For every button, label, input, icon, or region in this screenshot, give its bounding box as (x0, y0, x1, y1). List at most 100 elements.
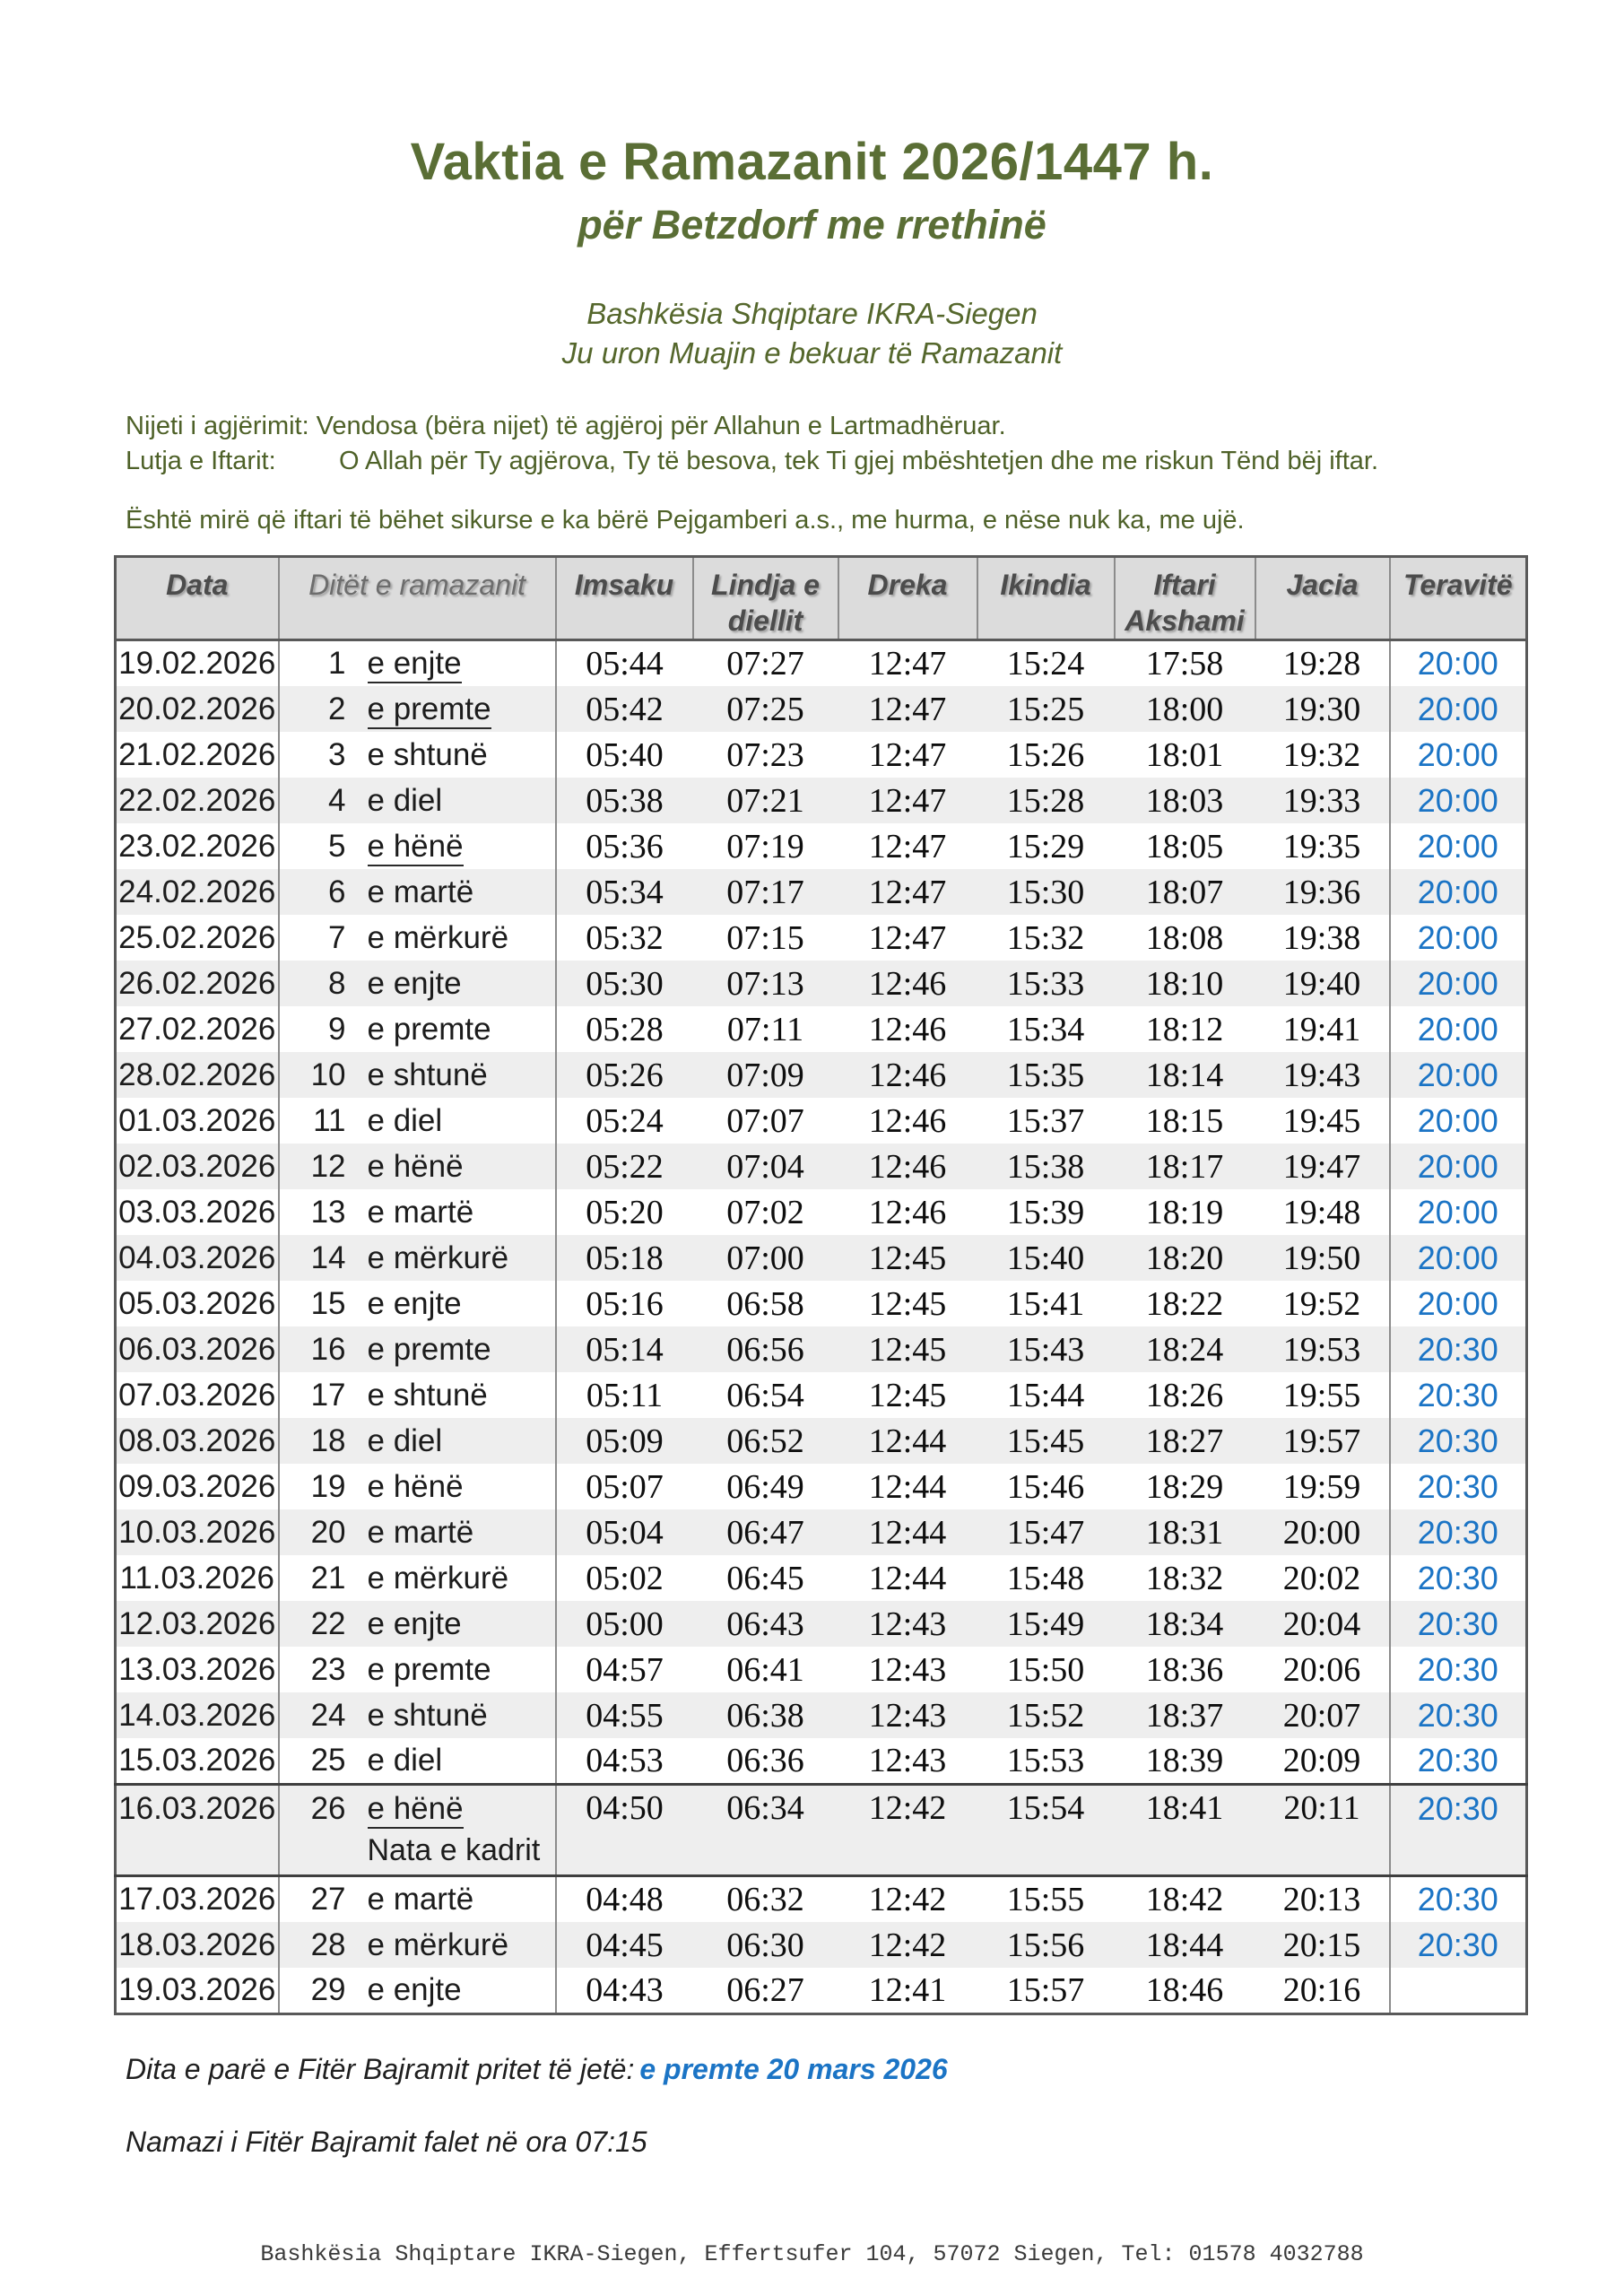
day-number: 28 (310, 1926, 346, 1962)
time-cell: 18:10 (1145, 964, 1224, 1003)
day-name: e hënë (367, 1148, 464, 1184)
date-cell: 22.02.2026 (118, 782, 276, 818)
time-cell: 12:46 (868, 1056, 947, 1094)
date-cell: 17.03.2026 (118, 1882, 276, 1917)
time-cell: 12:42 (868, 1881, 947, 1918)
time-cell: 07:17 (726, 873, 804, 911)
nijeti-line: Nijeti i agjërimit: Vendosa (bëra nijet) … (126, 409, 1624, 444)
time-cell: 05:09 (554, 1418, 693, 1464)
time-cell: 15:49 (1006, 1605, 1085, 1643)
time-cell: 15:54 (977, 1783, 1115, 1877)
column-header: Dreka (837, 555, 978, 641)
time-cell: 05:07 (554, 1464, 693, 1509)
time-cell: 05:00 (554, 1601, 693, 1647)
day-name: e hënë (367, 828, 464, 866)
time-cell: 15:39 (1006, 1193, 1085, 1231)
day-number: 11 (313, 1102, 346, 1138)
teravite-cell: 20:30 (1388, 1922, 1527, 1968)
teravite-cell: 20:30 (1388, 1875, 1527, 1922)
day-name: e premte (367, 691, 491, 729)
column-header: Data (114, 555, 280, 641)
time-cell: 12:47 (868, 690, 947, 728)
day-number: 22 (310, 1605, 346, 1641)
time-cell: 07:13 (726, 964, 804, 1003)
time-cell: 12:43 (868, 1605, 947, 1643)
day-name: e mërkurë (367, 1239, 509, 1275)
time-cell: 18:36 (1145, 1650, 1224, 1689)
time-cell: 15:45 (1006, 1422, 1085, 1460)
time-cell: 04:55 (554, 1692, 693, 1738)
day-name: e mërkurë (367, 919, 509, 955)
kadrit-note: Nata e kadrit (367, 1833, 541, 1867)
lutja-text: O Allah për Ty agjërova, Ty të besova, t… (339, 447, 1379, 475)
time-cell: 19:32 (1282, 735, 1361, 774)
day-name: e mërkurë (367, 1560, 509, 1596)
table-row: 16.03.2026 26 e hënë Nata e kadrit 04:50 06:3… (115, 1783, 1527, 1877)
column-header: Iftari Akshami (1113, 555, 1256, 641)
time-cell: 15:24 (1006, 645, 1085, 683)
time-cell: 20:13 (1282, 1881, 1361, 1918)
table-body: 19.02.2026 1 e enjte 05:44 07:27 12:47 15:24 17… (115, 639, 1527, 2014)
time-cell: 15:30 (1006, 873, 1085, 911)
table-row: 14.03.2026 24 e shtunë 04:55 06:38 12:43 15:52… (115, 1692, 1527, 1738)
time-cell: 19:41 (1282, 1010, 1361, 1048)
day-cell: 11 e diel (277, 1098, 556, 1144)
time-cell: 15:26 (1006, 735, 1085, 774)
time-cell: 19:45 (1282, 1101, 1361, 1140)
date-cell: 15.03.2026 (118, 1743, 276, 1778)
teravite-cell: 20:30 (1388, 1372, 1527, 1418)
date-cell: 05.03.2026 (118, 1285, 276, 1321)
time-cell: 19:36 (1282, 873, 1361, 911)
time-cell: 12:46 (868, 1193, 947, 1231)
day-name: e martë (367, 1194, 474, 1230)
time-cell: 15:53 (1006, 1742, 1085, 1779)
time-cell: 05:16 (554, 1281, 693, 1326)
day-cell: 4 e diel (277, 778, 556, 823)
time-cell: 15:37 (1006, 1101, 1085, 1140)
time-cell: 05:24 (554, 1098, 693, 1144)
time-cell: 12:47 (868, 781, 947, 820)
time-cell: 12:45 (868, 1284, 947, 1323)
namazi-line: Namazi i Fitër Bajramit falet në ora 07:… (126, 2126, 647, 2158)
date-cell: 28.02.2026 (118, 1057, 276, 1092)
day-cell: 24 e shtunë (277, 1692, 556, 1738)
date-cell: 16.03.2026 (115, 1783, 279, 1877)
table-row: 06.03.2026 16 e premte 05:14 06:56 12:45 15:43… (115, 1326, 1527, 1372)
time-cell: 19:50 (1282, 1239, 1361, 1277)
time-cell: 15:38 (1006, 1147, 1085, 1186)
table-row: 21.02.2026 3 e shtunë 05:40 07:23 12:47 15:26 1… (116, 732, 1527, 778)
teravite-cell: 20:00 (1388, 961, 1527, 1006)
day-cell: 9 e premte (277, 1006, 556, 1052)
time-cell: 05:42 (554, 686, 693, 732)
day-cell: 20 e martë (277, 1509, 556, 1555)
time-cell: 19:52 (1282, 1284, 1361, 1323)
time-cell: 18:20 (1145, 1239, 1224, 1277)
time-cell: 07:21 (726, 781, 804, 820)
time-cell: 15:40 (1006, 1239, 1085, 1277)
time-cell: 19:47 (1282, 1147, 1361, 1186)
time-cell: 18:24 (1145, 1330, 1224, 1369)
time-cell: 18:05 (1145, 827, 1224, 865)
teravite-cell: 20:00 (1388, 732, 1527, 778)
time-cell: 12:44 (868, 1559, 947, 1597)
time-cell: 18:32 (1145, 1559, 1224, 1597)
page-subtitle: për Betzdorf me rrethinë (578, 202, 1046, 248)
time-cell: 20:02 (1282, 1559, 1361, 1597)
time-cell: 06:32 (726, 1881, 804, 1918)
time-cell: 15:47 (1006, 1513, 1085, 1552)
organization-name: Bashkësia Shqiptare IKRA-Siegen (586, 297, 1038, 330)
time-cell: 18:42 (1145, 1881, 1224, 1918)
time-cell: 18:00 (1145, 690, 1224, 728)
day-name: e diel (367, 782, 443, 818)
time-cell: 12:45 (868, 1376, 947, 1414)
day-number: 23 (310, 1651, 346, 1687)
time-cell: 05:14 (554, 1326, 693, 1372)
time-cell: 07:09 (726, 1056, 804, 1094)
day-name: e shtunë (367, 736, 488, 772)
time-cell: 18:31 (1145, 1513, 1224, 1552)
day-cell: 28 e mërkurë (277, 1922, 556, 1968)
table-row: 23.02.2026 5 e hënë 05:36 07:19 12:47 15:29 18:… (116, 823, 1527, 869)
contact-footer: Bashkësia Shqiptare IKRA-Siegen, Efferts… (260, 2241, 1364, 2267)
time-cell: 18:07 (1145, 873, 1224, 911)
table-row: 17.03.2026 27 e martë 04:48 06:32 12:42 15:55 1… (116, 1875, 1527, 1922)
